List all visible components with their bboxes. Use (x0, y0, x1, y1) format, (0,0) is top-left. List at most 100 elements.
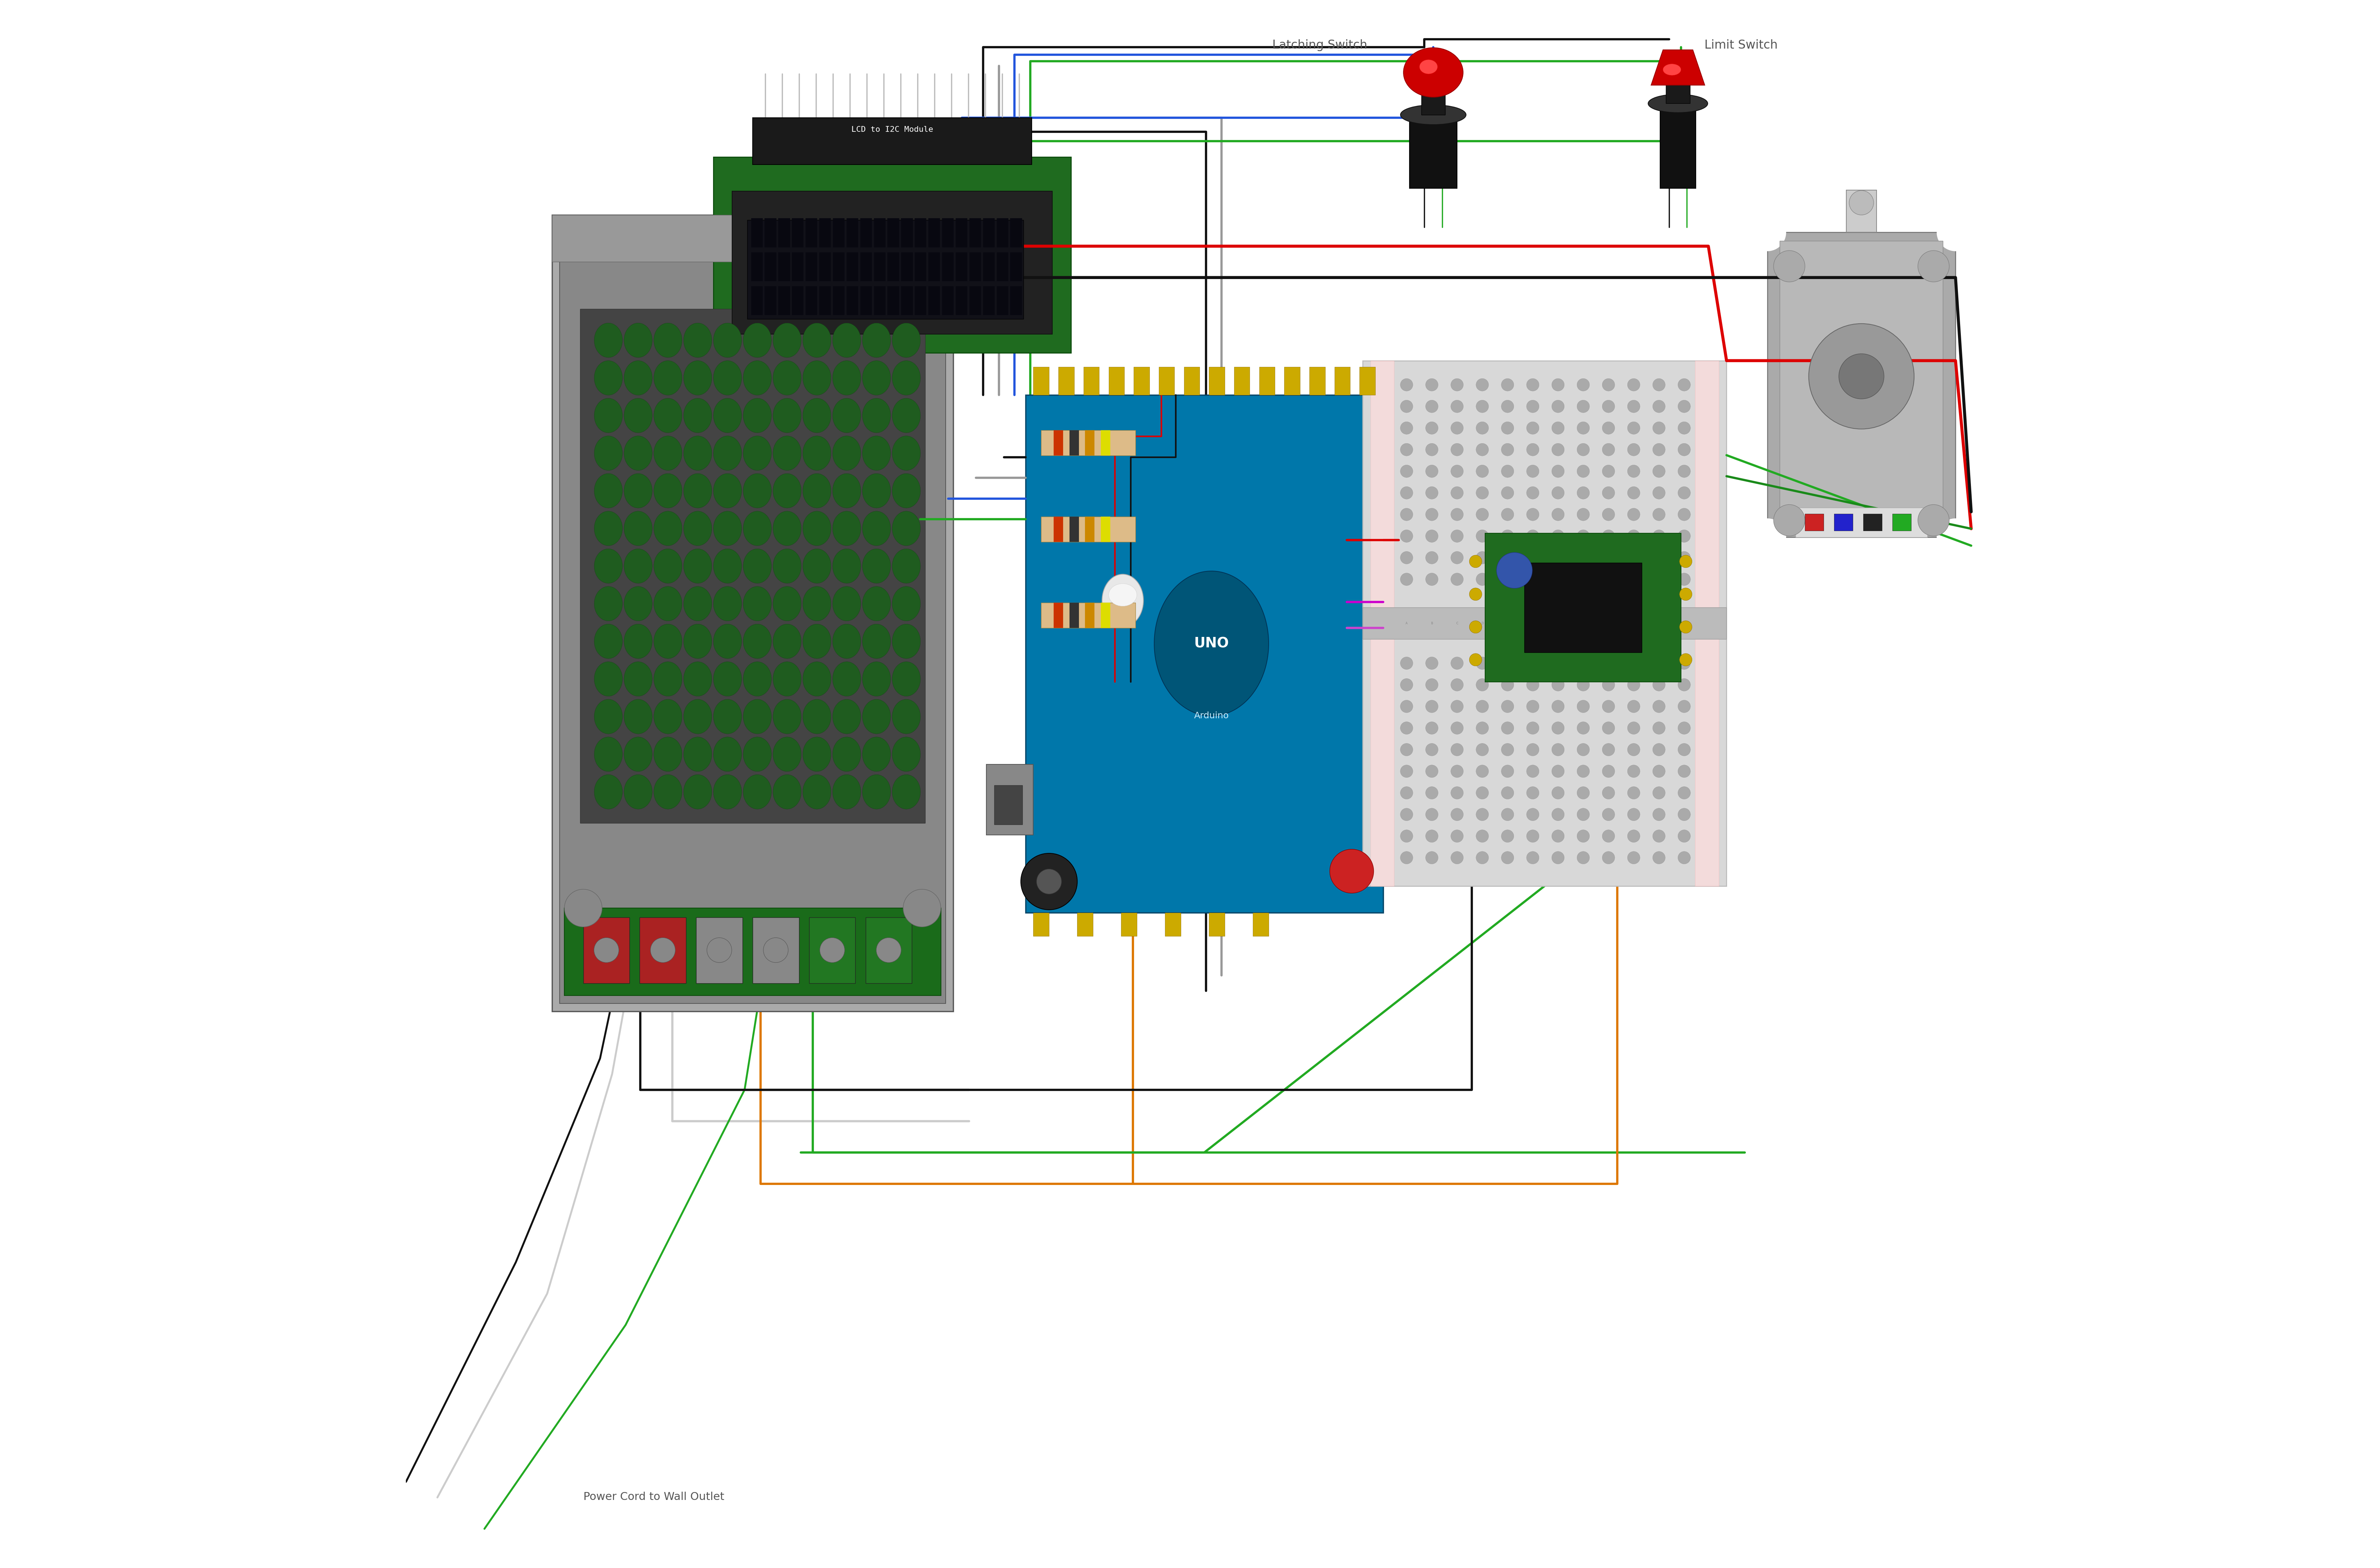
Bar (873, 287, 885, 315)
Ellipse shape (624, 549, 652, 583)
Circle shape (1526, 787, 1540, 800)
Ellipse shape (743, 361, 771, 395)
Circle shape (1628, 572, 1640, 585)
Ellipse shape (833, 323, 862, 358)
Circle shape (1502, 378, 1514, 390)
Circle shape (1678, 657, 1690, 670)
Circle shape (1468, 654, 1483, 666)
Ellipse shape (714, 361, 743, 395)
Bar (804, 252, 816, 281)
Circle shape (1426, 851, 1438, 864)
Bar (752, 252, 762, 281)
Bar (1421, 89, 1445, 114)
Bar (1054, 431, 1064, 456)
Circle shape (1576, 829, 1590, 842)
Circle shape (1576, 808, 1590, 820)
Ellipse shape (862, 775, 890, 809)
Circle shape (1809, 323, 1914, 430)
Circle shape (1628, 679, 1640, 691)
Ellipse shape (1399, 105, 1466, 125)
Ellipse shape (774, 549, 802, 583)
Circle shape (1502, 787, 1514, 800)
Circle shape (1628, 787, 1640, 800)
Bar (1040, 604, 1135, 629)
Circle shape (1652, 657, 1666, 670)
Ellipse shape (595, 436, 621, 470)
Bar (1040, 431, 1135, 456)
Circle shape (1449, 444, 1464, 456)
Circle shape (1552, 808, 1564, 820)
Circle shape (1399, 743, 1414, 756)
Bar (793, 287, 804, 315)
Circle shape (1576, 552, 1590, 564)
Bar (1033, 913, 1050, 936)
Ellipse shape (743, 586, 771, 621)
Circle shape (1602, 701, 1614, 713)
Circle shape (1449, 679, 1464, 691)
Circle shape (1602, 400, 1614, 412)
Circle shape (1552, 552, 1564, 564)
Ellipse shape (862, 699, 890, 734)
Ellipse shape (1418, 60, 1438, 74)
Ellipse shape (774, 436, 802, 470)
Circle shape (764, 938, 788, 963)
Circle shape (1476, 422, 1488, 434)
Ellipse shape (624, 662, 652, 696)
Ellipse shape (833, 511, 862, 546)
Circle shape (876, 938, 902, 963)
Circle shape (1602, 486, 1614, 499)
Circle shape (1576, 679, 1590, 691)
Bar (833, 287, 845, 315)
Ellipse shape (714, 474, 743, 508)
Circle shape (1552, 378, 1564, 390)
Circle shape (1576, 508, 1590, 521)
Circle shape (1476, 530, 1488, 543)
Circle shape (1552, 743, 1564, 756)
Circle shape (1602, 765, 1614, 778)
Bar (1847, 190, 1875, 232)
Circle shape (1652, 444, 1666, 456)
Circle shape (1399, 422, 1414, 434)
Ellipse shape (774, 775, 802, 809)
Ellipse shape (595, 775, 621, 809)
Bar (1183, 367, 1200, 395)
Bar (1083, 367, 1100, 395)
Bar (1361, 607, 1725, 640)
Circle shape (1576, 701, 1590, 713)
Circle shape (1399, 378, 1414, 390)
Circle shape (1937, 213, 1973, 251)
Circle shape (1628, 530, 1640, 543)
Ellipse shape (683, 549, 712, 583)
Ellipse shape (743, 699, 771, 734)
Ellipse shape (624, 398, 652, 433)
Circle shape (1552, 530, 1564, 543)
Bar (833, 252, 845, 281)
Circle shape (1628, 808, 1640, 820)
Ellipse shape (802, 586, 831, 621)
Ellipse shape (862, 662, 890, 696)
Circle shape (1576, 657, 1590, 670)
Ellipse shape (1154, 571, 1269, 717)
Bar (873, 218, 885, 248)
Ellipse shape (683, 436, 712, 470)
Circle shape (1476, 721, 1488, 734)
Circle shape (1680, 588, 1692, 601)
Ellipse shape (802, 436, 831, 470)
Circle shape (1399, 657, 1414, 670)
Bar (1485, 533, 1680, 682)
Bar (997, 252, 1009, 281)
Circle shape (1678, 808, 1690, 820)
Ellipse shape (595, 586, 621, 621)
Circle shape (1552, 679, 1564, 691)
Circle shape (1426, 466, 1438, 478)
Circle shape (1576, 851, 1590, 864)
Ellipse shape (624, 624, 652, 659)
Bar (752, 917, 800, 983)
Ellipse shape (743, 511, 771, 546)
Circle shape (1502, 721, 1514, 734)
Circle shape (1552, 466, 1564, 478)
Circle shape (1526, 743, 1540, 756)
Ellipse shape (743, 436, 771, 470)
Circle shape (1502, 508, 1514, 521)
Circle shape (1476, 743, 1488, 756)
